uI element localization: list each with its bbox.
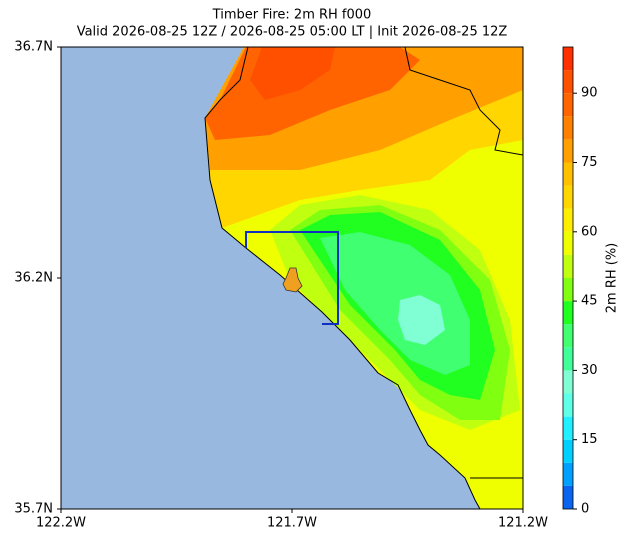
colorbar-bin	[563, 231, 573, 255]
colorbar-bin	[563, 116, 573, 140]
y-tick-label: 36.7N	[14, 40, 53, 55]
colorbar-bin	[563, 462, 573, 486]
colorbar-bin	[563, 185, 573, 209]
fire-perimeter	[282, 267, 303, 293]
coastline	[204, 46, 481, 510]
rh-field	[205, 47, 523, 509]
colorbar-tick-label: 0	[581, 502, 589, 517]
colorbar-frame	[562, 46, 574, 510]
x-tick-label: 121.7W	[267, 516, 317, 531]
colorbar-bin	[563, 324, 573, 348]
colorbar-tick-label: 60	[581, 224, 598, 239]
colorbar-bin	[563, 439, 573, 463]
colorbar-tick-label: 90	[581, 86, 598, 101]
colorbar-bin	[563, 47, 573, 71]
fire-box	[245, 231, 339, 325]
colorbar-bin	[563, 278, 573, 302]
x-tick-label: 122.2W	[36, 516, 86, 531]
contour-fill	[250, 47, 335, 100]
colorbar-bin	[563, 162, 573, 186]
y-tick-label: 35.7N	[14, 502, 53, 517]
colorbar-bin	[563, 370, 573, 394]
colorbar-tick-label: 30	[581, 363, 598, 378]
colorbar-bin	[563, 416, 573, 440]
chart-subtitle: Valid 2026-08-25 12Z / 2026-08-25 05:00 …	[77, 25, 508, 40]
colorbar-tick-label: 45	[581, 294, 598, 309]
chart-title: Timber Fire: 2m RH f000	[212, 8, 372, 23]
x-tick-label: 121.2W	[498, 516, 548, 531]
y-tick-label: 36.2N	[14, 271, 53, 286]
contour-fill	[398, 295, 445, 345]
colorbar-bin	[563, 393, 573, 417]
colorbar-bin	[563, 208, 573, 232]
colorbar-bin	[563, 254, 573, 278]
colorbar-bin	[563, 139, 573, 163]
colorbar-bin	[563, 301, 573, 325]
colorbar-bin	[563, 70, 573, 94]
colorbar-bin	[563, 485, 573, 509]
colorbar-tick-label: 75	[581, 155, 598, 170]
county-border	[404, 46, 524, 156]
colorbar-bin	[563, 93, 573, 117]
colorbar-bin	[563, 347, 573, 371]
colorbar-tick-label: 15	[581, 432, 598, 447]
colorbar-label: 2m RH (%)	[605, 243, 620, 314]
